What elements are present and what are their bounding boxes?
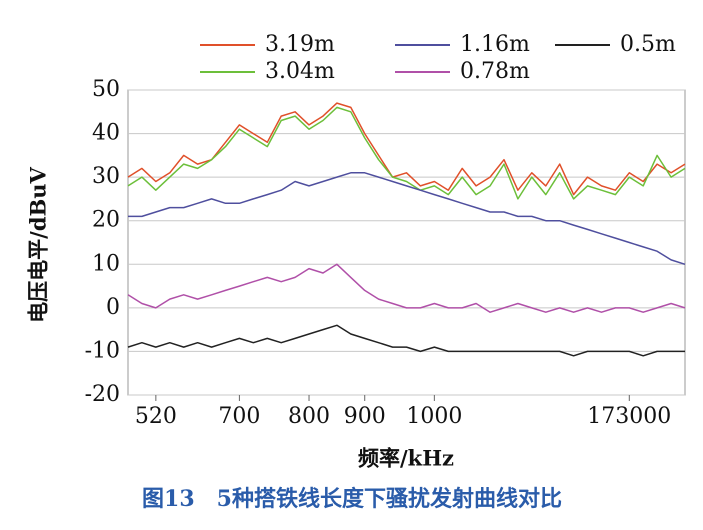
x-tick-label: 1000 (406, 404, 462, 429)
x-axis-title: 频率/kHz (358, 446, 454, 471)
x-tick-label: 173000 (587, 404, 671, 429)
legend-label: 3.19m (265, 32, 335, 57)
series-line (128, 172, 686, 266)
series-line (127, 263, 686, 313)
legend-label: 0.5m (620, 32, 676, 57)
y-tick-label: 20 (92, 208, 120, 233)
x-tick-label: 700 (218, 404, 260, 429)
y-tick-label: -10 (85, 338, 120, 363)
y-axis-title: 电压电平/dBuV (26, 166, 51, 322)
caption: 图13 5种搭铁线长度下骚扰发射曲线对比 (142, 486, 562, 512)
series-line (127, 102, 686, 196)
y-tick-label: 50 (92, 77, 120, 102)
legend-label: 1.16m (460, 32, 530, 57)
y-tick-label: 10 (92, 251, 120, 276)
series-line (127, 324, 685, 357)
y-tick-label: 0 (106, 295, 120, 320)
x-tick-label: 520 (135, 404, 177, 429)
y-tick-label: 40 (92, 121, 120, 146)
y-tick-label: -20 (85, 382, 120, 407)
plot-area (127, 89, 686, 396)
x-tick-label: 900 (344, 404, 386, 429)
series-line (127, 106, 686, 200)
x-tick-label: 800 (288, 404, 330, 429)
legend-label: 0.78m (460, 59, 530, 84)
legend-label: 3.04m (265, 59, 335, 84)
y-tick-label: 30 (92, 164, 120, 189)
